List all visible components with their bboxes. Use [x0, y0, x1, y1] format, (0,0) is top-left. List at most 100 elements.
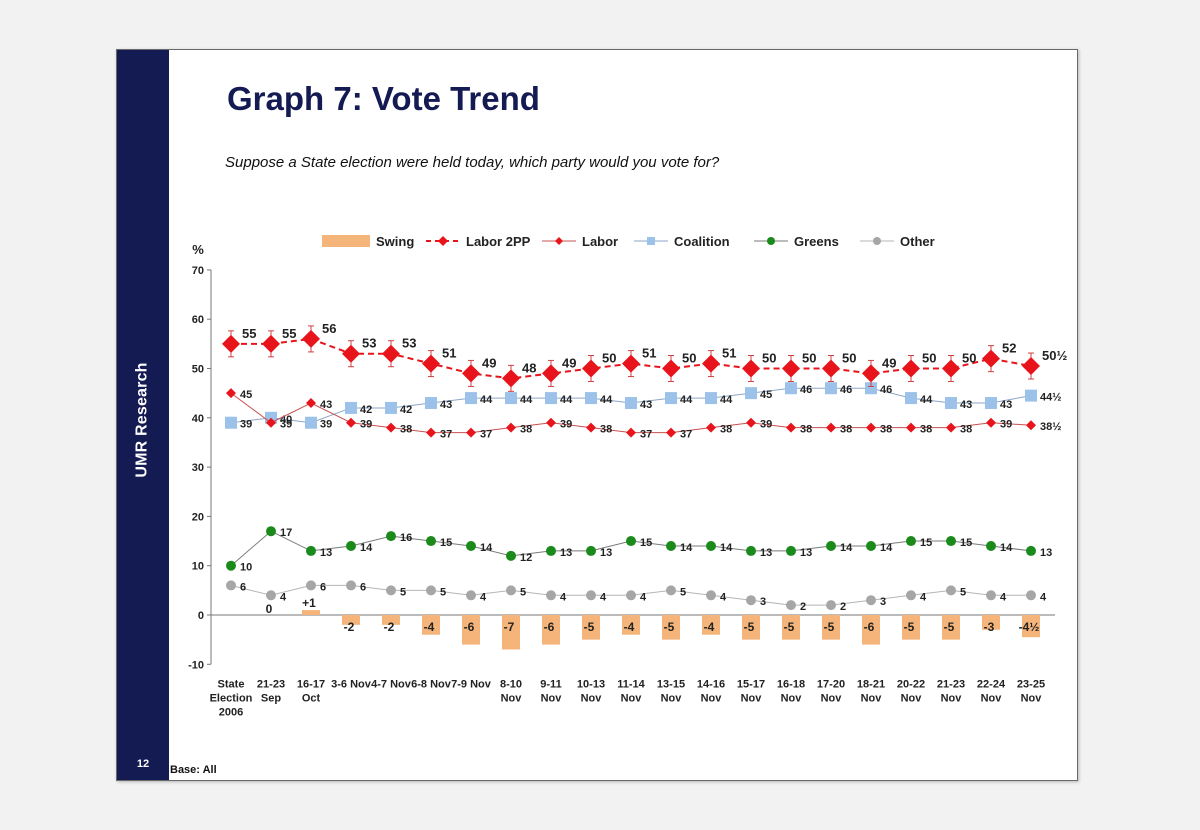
labor-data-label: 37 [440, 429, 452, 441]
labor-2pp-data-label: 49 [562, 355, 576, 370]
coalition-marker [905, 392, 917, 405]
x-tick-label: Nov [661, 692, 683, 704]
greens-marker [986, 540, 996, 551]
x-tick-label: 7-9 Nov [451, 678, 492, 690]
labor-marker [666, 427, 676, 438]
labor-marker [706, 422, 716, 433]
coalition-data-label: 44 [560, 394, 573, 406]
labor-2pp-marker [822, 359, 840, 378]
other-data-label: 4 [480, 591, 487, 603]
coalition-data-label: 39 [240, 419, 252, 431]
greens-data-label: 14 [880, 542, 893, 554]
swing-data-label: -6 [544, 620, 555, 634]
legend-swing-swatch [322, 235, 370, 247]
swing-bar [462, 615, 480, 645]
other-marker [426, 585, 436, 596]
swing-data-label: -2 [384, 620, 395, 634]
y-tick-label: 30 [192, 462, 204, 474]
coalition-data-label: 44 [680, 394, 693, 406]
labor-data-label: 39 [280, 419, 292, 431]
coalition-data-label: 43 [1000, 399, 1012, 411]
coalition-marker [585, 392, 597, 405]
labor-2pp-marker [382, 344, 400, 363]
x-tick-label: Nov [821, 692, 843, 704]
other-data-label: 4 [560, 591, 567, 603]
x-tick-label: Nov [941, 692, 963, 704]
labor-marker [826, 422, 836, 433]
coalition-data-label: 44 [720, 394, 733, 406]
swing-data-label: -4 [704, 620, 715, 634]
other-data-label: 5 [680, 586, 686, 598]
labor-2pp-data-label: 52 [1002, 341, 1016, 356]
greens-data-label: 15 [640, 537, 652, 549]
swing-bar [782, 615, 800, 640]
swing-bar [702, 615, 720, 635]
swing-data-label: -4½ [1019, 620, 1040, 634]
greens-data-label: 14 [1000, 542, 1013, 554]
other-data-label: 4 [1040, 591, 1047, 603]
swing-bar [582, 615, 600, 640]
swing-bar [662, 615, 680, 640]
other-data-label: 5 [520, 586, 526, 598]
labor-2pp-data-label: 50 [922, 351, 936, 366]
labor-2pp-marker [342, 344, 360, 363]
coalition-marker [545, 392, 557, 405]
labor-data-label: 38 [720, 424, 732, 436]
other-data-label: 2 [840, 601, 846, 613]
labor-2pp-line [231, 337, 1032, 380]
swing-data-label: -5 [744, 620, 755, 634]
labor-marker [506, 422, 516, 433]
coalition-data-label: 44 [600, 394, 613, 406]
other-marker [786, 600, 796, 611]
greens-marker [506, 550, 516, 561]
labor-2pp-marker [622, 354, 640, 373]
coalition-marker [625, 397, 637, 410]
x-tick-label: Nov [901, 692, 923, 704]
page-number: 12 [136, 758, 150, 770]
coalition-marker [665, 392, 677, 405]
swing-bar [742, 615, 760, 640]
labor-data-label: 37 [480, 429, 492, 441]
other-data-label: 2 [800, 601, 806, 613]
other-data-label: 4 [640, 591, 647, 603]
x-tick-label: 3-6 Nov [331, 678, 372, 690]
labor-2pp-marker [862, 364, 880, 383]
labor-2pp-data-label: 50 [962, 351, 976, 366]
labor-marker [266, 417, 276, 428]
greens-data-label: 13 [600, 547, 612, 559]
labor-2pp-marker [662, 359, 680, 378]
swing-data-label: -7 [504, 620, 515, 634]
greens-marker [786, 545, 796, 556]
x-tick-label: State [218, 678, 245, 690]
labor-marker [466, 427, 476, 438]
coalition-data-label: 45 [760, 389, 772, 401]
coalition-marker [985, 397, 997, 410]
labor-data-label: 39 [560, 419, 572, 431]
labor-marker [386, 422, 396, 433]
labor-2pp-data-label: 48 [522, 360, 536, 375]
legend-label: Labor 2PP [466, 234, 531, 249]
labor-2pp-data-label: 50 [762, 351, 776, 366]
swing-data-label: -4 [424, 620, 435, 634]
labor-data-label: 38 [880, 424, 892, 436]
other-marker [266, 590, 276, 601]
greens-marker [466, 540, 476, 551]
other-marker [906, 590, 916, 601]
swing-data-label: -3 [984, 620, 995, 634]
labor-marker [226, 388, 236, 399]
vote-trend-chart: -10010203040506070%StateElection200621-2… [188, 234, 1067, 718]
greens-marker [546, 545, 556, 556]
labor-2pp-marker [582, 359, 600, 378]
other-data-label: 6 [320, 581, 326, 593]
greens-data-label: 14 [480, 542, 493, 554]
other-marker [626, 590, 636, 601]
labor-2pp-marker [502, 369, 520, 388]
other-marker [706, 590, 716, 601]
coalition-data-label: 44 [520, 394, 533, 406]
y-tick-label: 70 [192, 265, 204, 277]
swing-bar [502, 615, 520, 650]
swing-bar [942, 615, 960, 640]
labor-data-label: 43 [320, 399, 332, 411]
greens-data-label: 10 [240, 562, 252, 574]
swing-bar [902, 615, 920, 640]
